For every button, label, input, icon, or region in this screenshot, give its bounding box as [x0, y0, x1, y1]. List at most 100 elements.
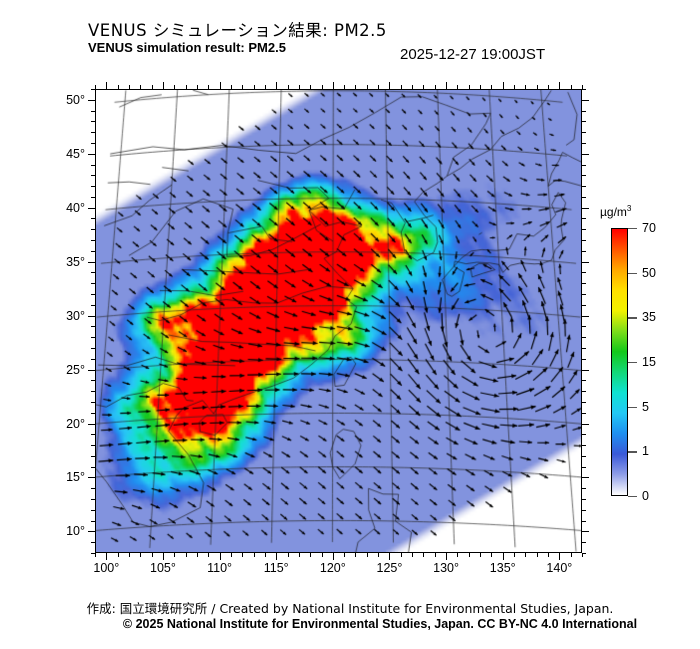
y-tick-minor: [582, 304, 586, 306]
colorbar-tick: [628, 362, 637, 364]
colorbar-tick: [628, 496, 637, 498]
x-axis-label: 125°: [376, 561, 403, 575]
y-tick-minor: [91, 499, 95, 501]
x-tick-minor: [570, 85, 572, 89]
x-tick-minor: [128, 85, 130, 89]
x-tick-minor: [412, 553, 414, 557]
x-tick-major: [162, 82, 164, 89]
x-tick-minor: [514, 553, 516, 557]
license-line: © 2025 National Institute for Environmen…: [122, 617, 638, 631]
y-tick-minor: [582, 434, 586, 436]
x-tick-minor: [196, 553, 198, 557]
x-tick-major: [219, 82, 221, 89]
y-tick-major: [88, 99, 95, 101]
map-plot-area[interactable]: [95, 89, 582, 553]
y-tick-major: [88, 369, 95, 371]
y-tick-minor: [91, 391, 95, 393]
x-axis-label: 110°: [207, 561, 233, 575]
x-tick-minor: [378, 85, 380, 89]
timestamp-label: 2025-12-27 19:00JST: [400, 46, 546, 63]
x-tick-minor: [185, 85, 187, 89]
x-tick-minor: [287, 85, 289, 89]
x-tick-minor: [174, 553, 176, 557]
x-tick-minor: [548, 85, 550, 89]
colorbar[interactable]: 70 50 35 15 5 1 0: [611, 221, 656, 503]
colorbar-units-exponent: 3: [626, 204, 632, 213]
x-tick-minor: [208, 85, 210, 89]
x-tick-minor: [344, 85, 346, 89]
x-tick-minor: [95, 85, 96, 89]
x-tick-minor: [242, 85, 244, 89]
x-tick-major: [332, 82, 334, 89]
y-tick-minor: [582, 250, 586, 252]
x-tick-minor: [412, 85, 414, 89]
x-tick-major: [219, 553, 221, 560]
x-tick-minor: [480, 553, 482, 557]
y-tick-minor: [582, 294, 586, 296]
x-tick-major: [276, 82, 278, 89]
y-tick-minor: [91, 434, 95, 436]
y-tick-minor: [91, 347, 95, 349]
y-tick-major: [582, 423, 589, 425]
x-tick-major: [389, 553, 391, 560]
x-axis-label: 130°: [433, 561, 460, 575]
y-tick-major: [582, 261, 589, 263]
x-tick-major: [502, 82, 504, 89]
y-tick-major: [582, 477, 589, 479]
x-tick-major: [446, 553, 448, 560]
y-tick-minor: [582, 466, 586, 468]
y-tick-minor: [91, 337, 95, 339]
x-tick-minor: [536, 553, 538, 557]
x-tick-minor: [378, 553, 380, 557]
y-axis-label: 10°: [66, 524, 85, 539]
y-tick-minor: [582, 272, 586, 274]
x-tick-minor: [95, 553, 96, 557]
y-tick-minor: [91, 304, 95, 306]
x-tick-minor: [536, 85, 538, 89]
x-tick-minor: [264, 85, 266, 89]
y-tick-major: [582, 153, 589, 155]
y-tick-minor: [582, 499, 586, 501]
page-title-english: VENUS simulation result: PM2.5: [88, 40, 286, 55]
y-tick-minor: [91, 164, 95, 166]
x-tick-minor: [151, 553, 153, 557]
x-tick-major: [389, 82, 391, 89]
pm25-heatmap-canvas: [96, 90, 581, 552]
page-title-japanese: VENUS シミュレーション結果: PM2.5: [88, 21, 387, 40]
x-tick-minor: [366, 85, 368, 89]
x-tick-minor: [321, 85, 323, 89]
x-tick-minor: [185, 553, 187, 557]
x-tick-minor: [548, 553, 550, 557]
y-tick-minor: [91, 229, 95, 231]
y-tick-minor: [91, 294, 95, 296]
x-tick-major: [446, 82, 448, 89]
x-tick-minor: [514, 85, 516, 89]
y-axis-label: 20°: [66, 416, 85, 431]
x-tick-minor: [117, 85, 119, 89]
x-axis-label: 120°: [319, 561, 346, 575]
y-tick-major: [88, 531, 95, 533]
x-tick-major: [502, 553, 504, 560]
y-tick-minor: [91, 218, 95, 220]
x-tick-minor: [230, 553, 232, 557]
y-tick-minor: [91, 110, 95, 112]
x-tick-minor: [400, 553, 402, 557]
x-tick-minor: [298, 85, 300, 89]
x-tick-minor: [400, 85, 402, 89]
y-tick-minor: [582, 283, 586, 285]
y-tick-minor: [582, 186, 586, 188]
y-tick-minor: [91, 89, 95, 90]
y-axis-label: 45°: [66, 146, 85, 161]
x-tick-minor: [242, 553, 244, 557]
y-tick-minor: [91, 196, 95, 198]
x-tick-minor: [174, 85, 176, 89]
x-tick-minor: [457, 85, 459, 89]
x-tick-minor: [253, 553, 255, 557]
y-tick-minor: [582, 89, 586, 90]
y-tick-minor: [91, 380, 95, 382]
y-axis-label: 25°: [66, 362, 85, 377]
y-tick-minor: [91, 175, 95, 177]
y-tick-minor: [91, 142, 95, 144]
y-tick-minor: [91, 466, 95, 468]
colorbar-tick: [628, 406, 637, 408]
